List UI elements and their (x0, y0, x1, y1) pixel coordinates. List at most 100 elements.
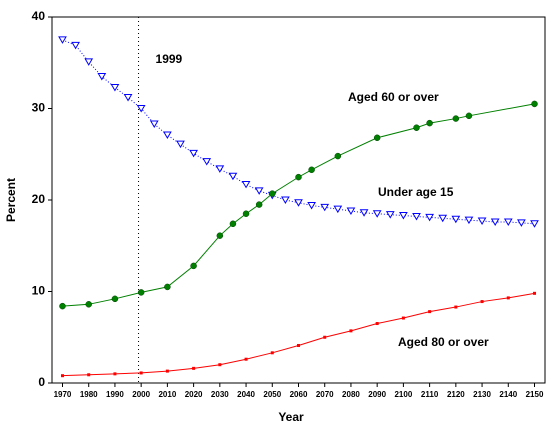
marker (490, 218, 500, 226)
marker (110, 83, 120, 92)
annotation: 1999 (156, 52, 183, 66)
marker (58, 36, 67, 44)
marker (242, 210, 250, 217)
series-label: Aged 80 or over (398, 335, 489, 349)
series-label: Aged 60 or over (348, 90, 439, 104)
marker (97, 72, 107, 81)
marker (136, 105, 146, 113)
marker (413, 124, 420, 131)
marker (349, 329, 353, 333)
y-tick-label: 0 (38, 375, 45, 389)
x-tick-label: 2080 (342, 390, 360, 399)
x-tick-label: 2140 (499, 390, 517, 399)
marker (139, 371, 143, 375)
y-tick-label: 40 (32, 9, 46, 23)
marker (71, 41, 80, 50)
marker (228, 172, 238, 181)
x-tick-label: 2090 (368, 390, 386, 399)
x-tick-label: 2040 (237, 390, 255, 399)
marker (307, 201, 316, 210)
marker (84, 58, 94, 66)
marker (531, 100, 538, 108)
x-tick-label: 2120 (447, 390, 465, 399)
x-tick-label: 2050 (263, 390, 281, 399)
marker (270, 351, 274, 355)
marker (190, 262, 197, 270)
marker (323, 335, 327, 339)
marker (506, 296, 510, 300)
marker (111, 295, 119, 303)
marker (385, 211, 395, 219)
marker (452, 115, 460, 122)
marker (451, 215, 461, 224)
marker (189, 149, 198, 158)
x-tick-label: 2100 (394, 390, 412, 399)
marker (137, 289, 145, 296)
marker (216, 232, 224, 239)
marker (294, 199, 303, 207)
x-tick-label: 2150 (526, 390, 544, 399)
y-axis-label: Percent (4, 178, 18, 222)
y-tick-label: 10 (32, 284, 46, 298)
marker (123, 94, 133, 102)
marker (281, 196, 290, 204)
marker (464, 216, 474, 225)
y-tick-label: 30 (32, 101, 46, 115)
marker (229, 220, 237, 228)
marker (346, 207, 356, 215)
marker (426, 119, 433, 127)
marker (359, 209, 369, 217)
marker (60, 374, 64, 378)
marker (218, 363, 222, 367)
x-tick-label: 2030 (211, 390, 229, 399)
marker (333, 205, 343, 214)
marker (530, 220, 539, 228)
marker (308, 166, 315, 174)
marker (87, 373, 91, 377)
marker (269, 190, 276, 197)
x-tick-label: 1970 (54, 390, 72, 399)
x-tick-label: 1990 (106, 390, 124, 399)
marker (425, 213, 434, 222)
marker (375, 322, 379, 326)
x-tick-label: 2010 (158, 390, 176, 399)
marker (163, 131, 172, 140)
series-label: Under age 15 (378, 185, 454, 199)
marker (192, 366, 196, 370)
marker (428, 310, 432, 314)
marker (454, 305, 458, 309)
marker (202, 158, 212, 166)
marker (164, 283, 171, 291)
marker (480, 300, 484, 304)
x-axis-label: Year (278, 410, 304, 424)
marker (295, 173, 302, 181)
marker (401, 316, 405, 320)
marker (176, 140, 185, 149)
marker (438, 214, 448, 223)
x-tick-label: 2070 (316, 390, 334, 399)
marker (241, 180, 251, 189)
marker (85, 301, 92, 308)
marker (465, 112, 473, 120)
marker (165, 369, 169, 373)
marker (320, 203, 330, 212)
x-tick-label: 2130 (473, 390, 491, 399)
marker (59, 302, 66, 310)
marker (149, 120, 159, 129)
marker (334, 152, 342, 160)
marker (477, 217, 487, 226)
x-tick-label: 2110 (421, 390, 439, 399)
marker (517, 219, 526, 227)
marker (255, 201, 263, 208)
marker (113, 372, 117, 376)
marker (503, 218, 513, 226)
x-tick-label: 1980 (80, 390, 98, 399)
series-line (62, 39, 535, 225)
x-tick-label: 2060 (290, 390, 308, 399)
y-tick-label: 20 (32, 192, 46, 206)
marker (533, 291, 537, 295)
x-tick-label: 2000 (132, 390, 150, 399)
marker (399, 212, 408, 220)
marker (254, 187, 264, 195)
